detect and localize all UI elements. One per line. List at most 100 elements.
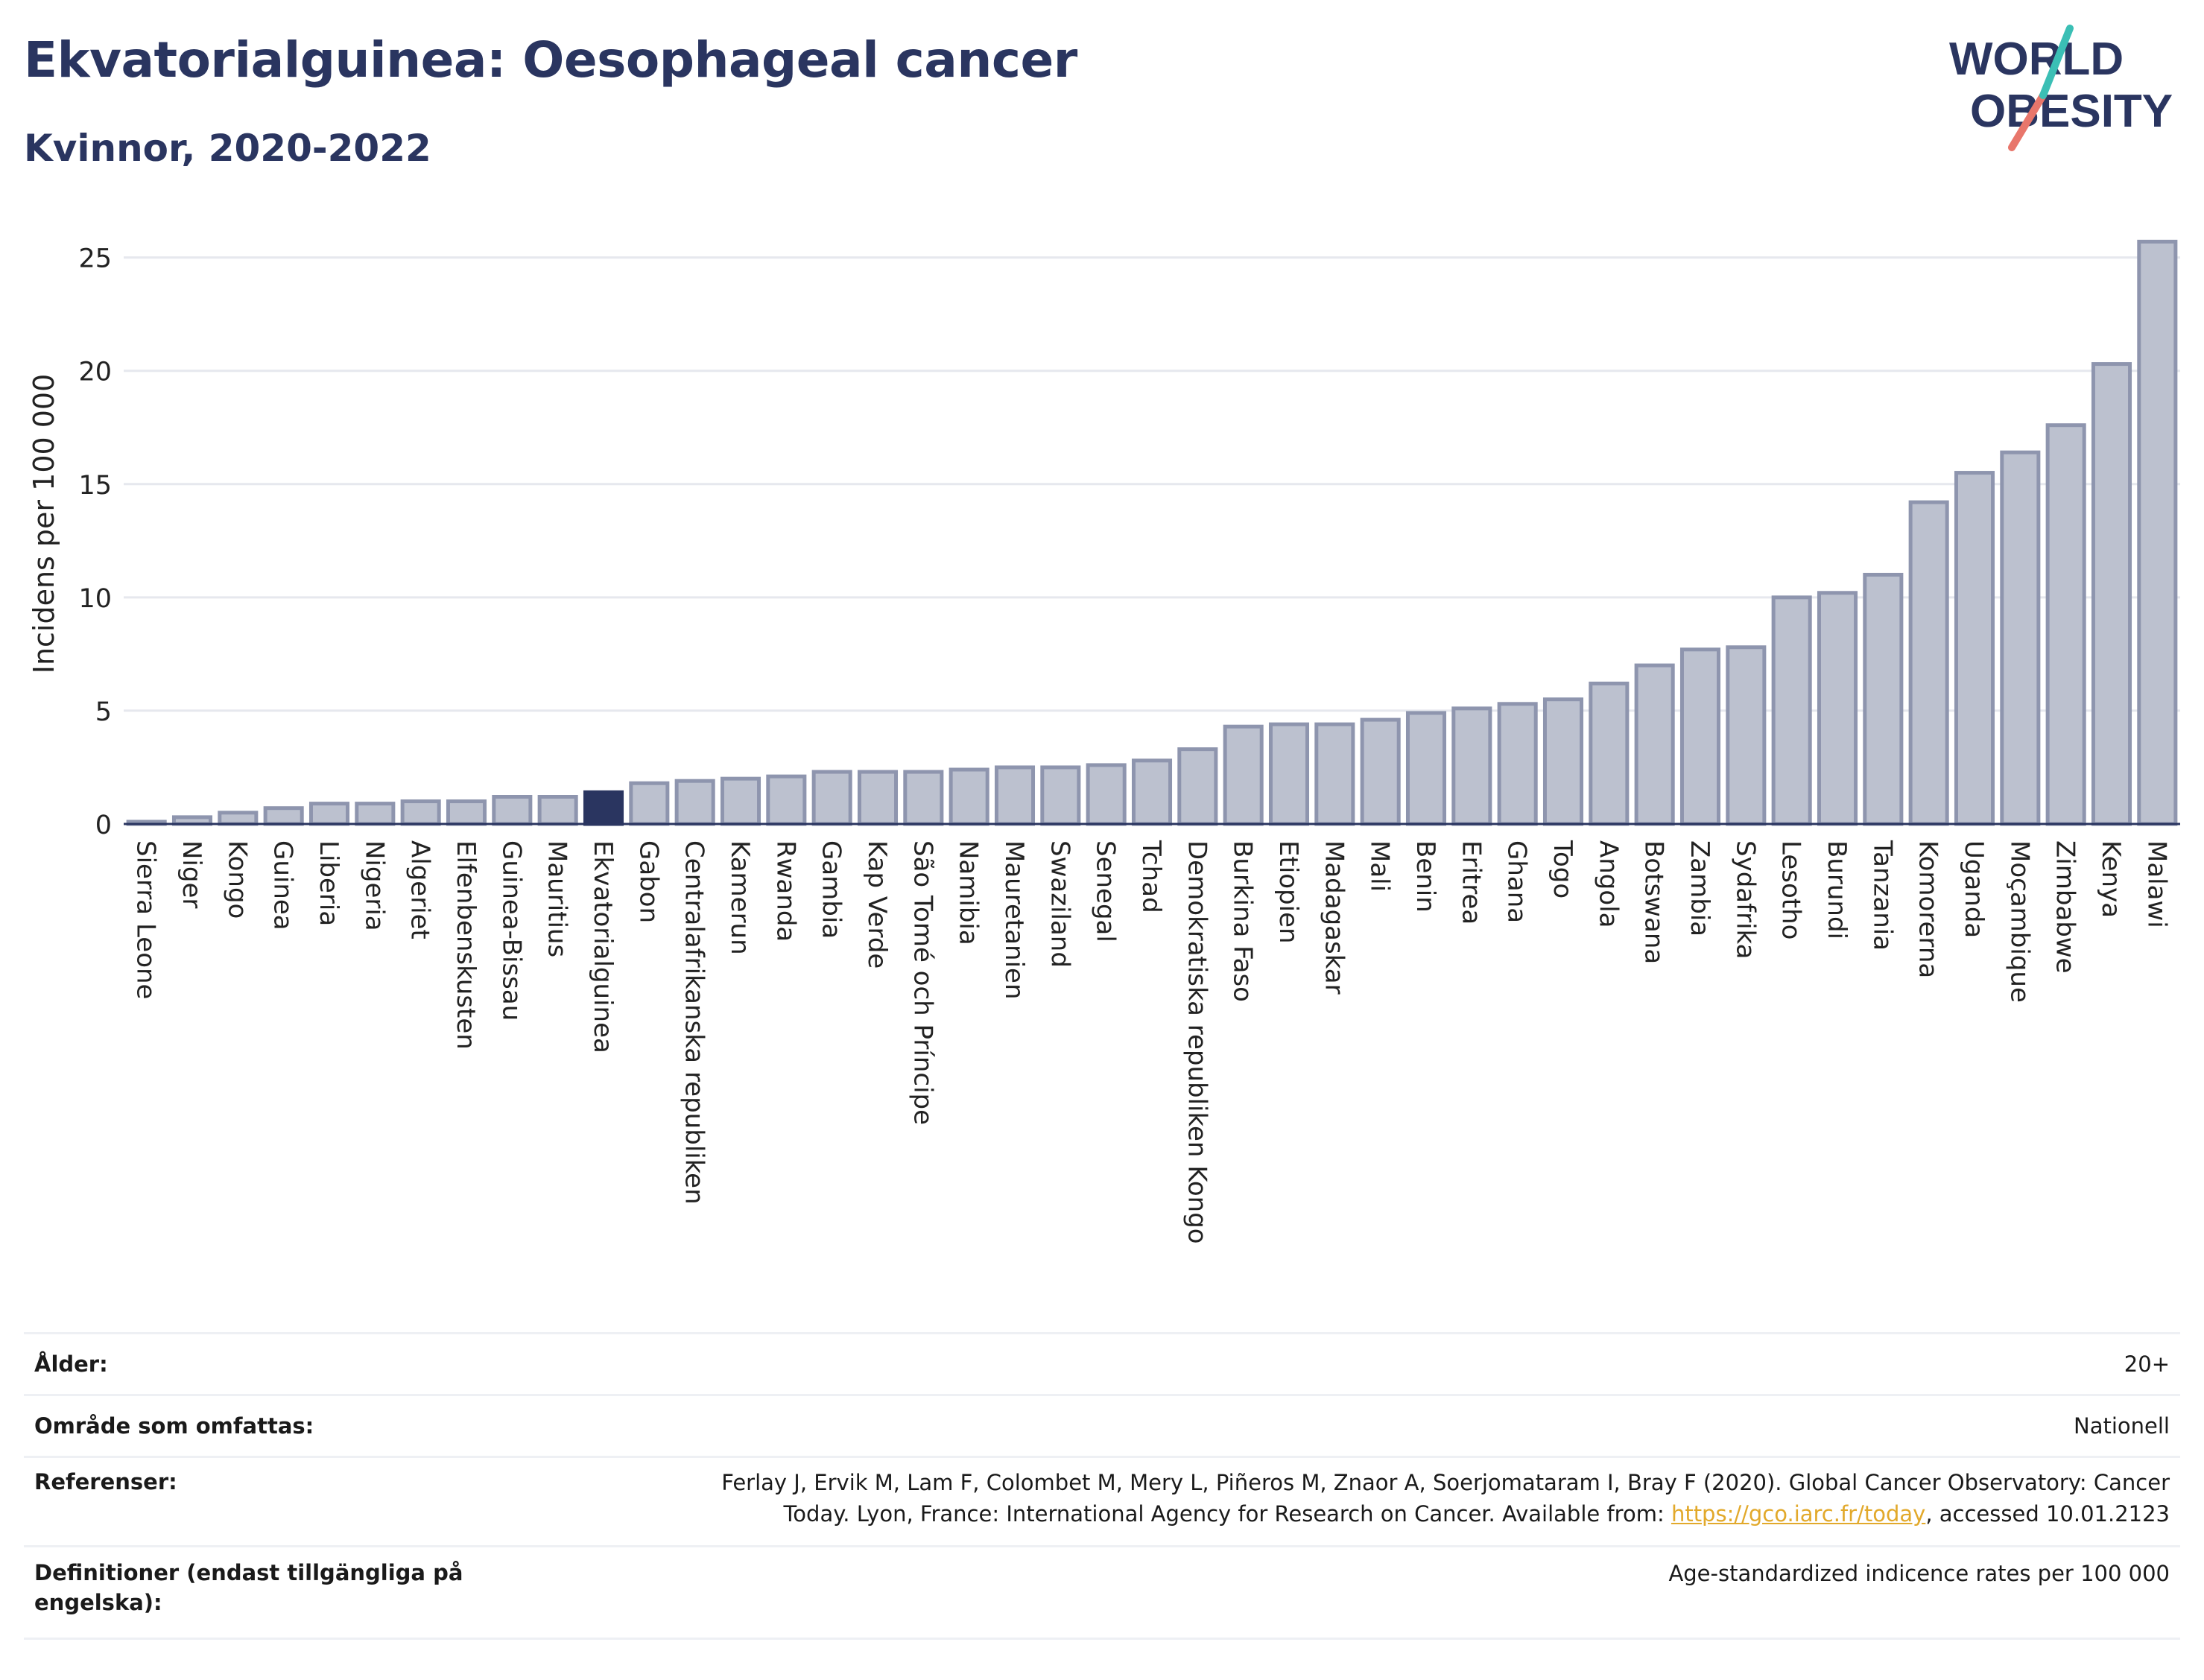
bar [583, 790, 624, 826]
x-tick-label: Kamerun [725, 840, 755, 955]
bar [1451, 706, 1492, 826]
x-tick-label: Sydafrika [1730, 840, 1760, 959]
logo-slash-teal [2039, 25, 2074, 99]
y-tick-label: 20 [78, 358, 112, 387]
meta-label-area: Område som omfattas: [34, 1413, 314, 1439]
bar [1177, 747, 1218, 826]
logo-text-line2: OBESITY [1970, 86, 2173, 137]
bar [1817, 591, 1858, 826]
x-tick-label: Malawi [2141, 840, 2171, 928]
x-tick-label: Kenya [2096, 840, 2126, 918]
logo-slash-coral [2008, 92, 2047, 151]
meta-label-references: Referenser: [34, 1469, 177, 1494]
x-tick-label: Kongo [222, 840, 252, 919]
x-tick-label: Algeriet [405, 840, 435, 939]
meta-row-references: Referenser: Ferlay J, Ervik M, Lam F, Co… [24, 1458, 2180, 1547]
reference-line-2-suffix: , accessed 10.01.2123 [1925, 1501, 2170, 1527]
bar [2137, 239, 2178, 826]
x-tick-label: Tanzania [1867, 840, 1897, 951]
y-tick-label: 0 [95, 811, 112, 840]
x-tick-label: Mauretanien [999, 840, 1029, 1000]
y-tick-label: 15 [78, 471, 112, 501]
y-axis-label: Incidens per 100 000 [28, 374, 60, 674]
reference-link[interactable]: https://gco.iarc.fr/today [1671, 1501, 1926, 1527]
x-tick-label: Etiopien [1273, 840, 1303, 944]
y-tick-label: 25 [78, 244, 112, 274]
y-tick-label: 5 [95, 697, 112, 727]
x-tick-label: Liberia [314, 840, 343, 926]
bar [1679, 647, 1721, 826]
x-tick-label: Elfenbenskusten [451, 840, 481, 1050]
bar [2000, 450, 2041, 826]
bar [994, 765, 1036, 826]
page-subtitle: Kvinnor, 2020-2022 [24, 127, 431, 170]
x-tick-label: Sierra Leone [131, 840, 161, 999]
bar [1908, 500, 1949, 826]
meta-value-definitions: Age-standardized indicence rates per 100… [1668, 1561, 2170, 1586]
x-tick-label: Gabon [633, 840, 663, 923]
bar [1634, 663, 1675, 826]
x-tick-label: Ekvatorialguinea [588, 840, 618, 1053]
bar [903, 770, 944, 826]
x-tick-label: Gambia [817, 840, 846, 939]
x-tick-label: Guinea-Bissau [496, 840, 526, 1021]
x-tick-label: Togo [1548, 840, 1577, 898]
meta-value-age: 20+ [2124, 1351, 2170, 1377]
page-title: Ekvatorialguinea: Oesophageal cancer [24, 31, 1077, 89]
bar [1268, 722, 1310, 826]
meta-value-area: Nationell [2074, 1413, 2170, 1439]
bar [1497, 702, 1538, 826]
bar [218, 811, 259, 826]
bar [674, 779, 715, 826]
bar [766, 774, 807, 826]
y-tick-label: 10 [78, 584, 112, 614]
x-tick-label: Mali [1365, 840, 1395, 892]
x-tick-label: Rwanda [770, 840, 800, 942]
x-tick-label: Guinea [268, 840, 298, 931]
bar [1360, 717, 1401, 826]
bar [1314, 722, 1355, 826]
x-tick-label: Tchad [1136, 840, 1166, 913]
bar [1405, 711, 1447, 826]
x-tick-label: Mauritius [542, 840, 572, 957]
x-tick-label: Nigeria [359, 840, 389, 931]
meta-row-definitions: Definitioner (endast tillgängliga på eng… [24, 1547, 2180, 1640]
x-tick-label: Uganda [1959, 840, 1989, 938]
bar [308, 802, 350, 826]
bar [1131, 758, 1173, 826]
bar [1863, 572, 1904, 826]
x-tick-label: Madagaskar [1319, 840, 1349, 995]
x-tick-label: Burundi [1822, 840, 1852, 939]
bar [1771, 595, 1812, 826]
meta-label-age: Ålder: [34, 1351, 108, 1377]
bar [355, 802, 396, 826]
x-tick-label: Komorerna [1913, 840, 1943, 978]
bar [1589, 681, 1630, 826]
x-tick-label: Kap Verde [862, 840, 892, 969]
bar [263, 806, 304, 826]
bar [492, 795, 533, 826]
x-tick-label: Zambia [1685, 840, 1714, 936]
x-tick-label: Lesotho [1776, 840, 1806, 939]
bar [1542, 697, 1584, 826]
world-obesity-logo: WORLD OBESITY [1949, 25, 2173, 151]
x-tick-label: Demokratiska republiken Kongo [1182, 840, 1212, 1244]
bar [1954, 471, 1995, 826]
bar [1223, 724, 1264, 826]
bar [2091, 362, 2132, 826]
bar [1086, 763, 1127, 826]
x-tick-label: Centralafrikanska republiken [680, 840, 709, 1205]
meta-label-definitions: Definitioner (endast tillgängliga på eng… [34, 1560, 463, 1615]
bar [949, 767, 989, 826]
bar [2045, 423, 2086, 826]
meta-row-age: Ålder: 20+ [24, 1334, 2180, 1396]
meta-row-area: Område som omfattas: Nationell [24, 1396, 2180, 1458]
bar [1040, 765, 1081, 826]
bar-chart: 0 5 10 15 20 25 Incidens per 100 000 Sierra Leo… [28, 239, 2180, 1244]
metadata-table: Ålder: 20+ Område som omfattas: Nationel… [24, 1332, 2180, 1640]
x-tick-label: Eritrea [1456, 840, 1486, 925]
reference-line-1: Ferlay J, Ervik M, Lam F, Colombet M, Me… [721, 1470, 2170, 1495]
x-tick-label: Zimbabwe [2051, 840, 2080, 974]
bar [811, 770, 852, 826]
x-tick-label: Swaziland [1045, 840, 1074, 968]
